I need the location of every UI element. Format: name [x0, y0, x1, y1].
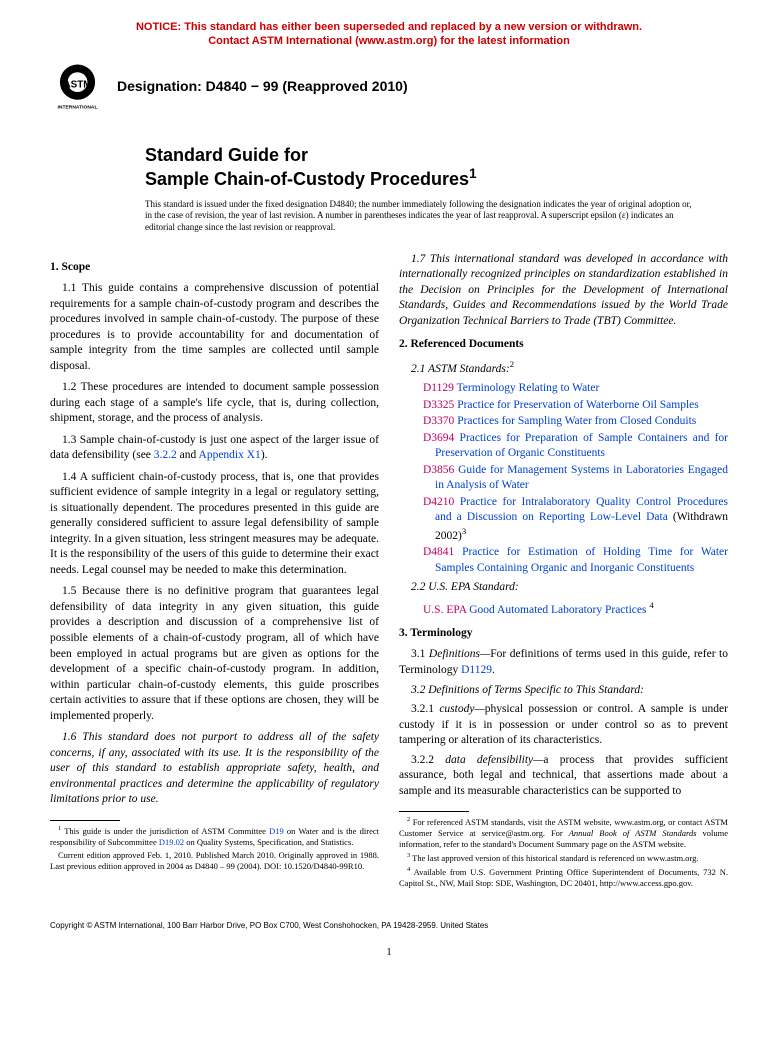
para-1-6: 1.6 This standard does not purport to ad…: [50, 730, 379, 808]
ref-code-d4210[interactable]: D4210: [423, 496, 454, 508]
link-appendix-x1[interactable]: Appendix X1: [199, 449, 261, 461]
footnote-rule-left: [50, 820, 120, 821]
section-head-terminology: 3. Terminology: [399, 626, 728, 642]
para-1-3: 1.3 Sample chain-of-custody is just one …: [50, 433, 379, 464]
ref-text-d3370[interactable]: Practices for Sampling Water from Closed…: [457, 415, 696, 427]
sub-2-1-label: 2.1 ASTM Standards:: [411, 363, 510, 375]
footnotes-right: 2 For referenced ASTM standards, visit t…: [399, 816, 728, 889]
para-1-3-and: and: [177, 449, 199, 461]
svg-text:INTERNATIONAL: INTERNATIONAL: [58, 104, 98, 110]
footnote-3-text: The last approved version of this histor…: [410, 853, 698, 863]
ref-d3370: D3370 Practices for Sampling Water from …: [411, 414, 728, 430]
ref-text-d3694[interactable]: Practices for Preparation of Sample Cont…: [435, 432, 728, 460]
sub-2-1-sup: 2: [510, 359, 514, 369]
column-right: 1.7 This international standard was deve…: [399, 252, 728, 891]
ref-code-d3370[interactable]: D3370: [423, 415, 454, 427]
footnote-1-text-a: This guide is under the jurisdiction of …: [61, 826, 269, 836]
ref-d3694: D3694 Practices for Preparation of Sampl…: [411, 431, 728, 462]
ref-sup-epa: 4: [649, 600, 653, 610]
para-3-2-1: 3.2.1 custody—physical possession or con…: [399, 702, 728, 749]
ref-d1129: D1129 Terminology Relating to Water: [411, 381, 728, 397]
ref-text-epa[interactable]: Good Automated Laboratory Practices: [469, 603, 646, 615]
ref-text-d4841[interactable]: Practice for Estimation of Holding Time …: [435, 546, 728, 574]
link-d1129[interactable]: D1129: [461, 664, 492, 676]
sub-2-2: 2.2 U.S. EPA Standard:: [399, 580, 728, 596]
link-3-2-2[interactable]: 3.2.2: [154, 449, 177, 461]
para-3-2-2-num: 3.2.2: [411, 754, 445, 766]
ref-d4841: D4841 Practice for Estimation of Holding…: [411, 545, 728, 576]
ref-sup-d4210: 3: [462, 526, 466, 536]
footnote-rule-right: [399, 811, 469, 812]
ref-d4210: D4210 Practice for Intralaboratory Quali…: [411, 495, 728, 544]
title-line-1: Standard Guide for: [145, 145, 308, 165]
para-3-2: 3.2 Definitions of Terms Specific to Thi…: [399, 683, 728, 699]
para-3-2-2-term: data defensibility—: [445, 754, 543, 766]
footnote-2: 2 For referenced ASTM standards, visit t…: [399, 816, 728, 850]
ref-epa: U.S. EPA Good Automated Laboratory Pract…: [411, 600, 728, 618]
ref-text-d1129[interactable]: Terminology Relating to Water: [457, 382, 600, 394]
para-3-2-1-num: 3.2.1: [411, 703, 439, 715]
ref-code-d3325[interactable]: D3325: [423, 399, 454, 411]
body-columns: 1. Scope 1.1 This guide contains a compr…: [50, 252, 728, 891]
para-1-7: 1.7 This international standard was deve…: [399, 252, 728, 330]
footnote-4-text: Available from U.S. Government Printing …: [399, 867, 728, 888]
para-3-2-2: 3.2.2 data defensibility—a process that …: [399, 753, 728, 800]
title-footnote-ref: 1: [469, 166, 477, 181]
link-subcommittee-d19-02[interactable]: D19.02: [159, 837, 184, 847]
notice-banner: NOTICE: This standard has either been su…: [50, 20, 728, 49]
designation-label: Designation:: [117, 78, 206, 94]
column-left: 1. Scope 1.1 This guide contains a compr…: [50, 252, 379, 891]
section-head-referenced-docs: 2. Referenced Documents: [399, 337, 728, 353]
ref-code-d3694[interactable]: D3694: [423, 432, 454, 444]
para-3-1: 3.1 Definitions—For definitions of terms…: [399, 647, 728, 678]
title-block: Standard Guide for Sample Chain-of-Custo…: [145, 144, 728, 191]
link-committee-d19[interactable]: D19: [269, 826, 284, 836]
copyright-line: Copyright © ASTM International, 100 Barr…: [50, 921, 728, 930]
ref-code-epa[interactable]: U.S. EPA: [423, 603, 466, 615]
ref-code-d4841[interactable]: D4841: [423, 546, 454, 558]
footnote-2-text-b: Annual Book of ASTM Standards: [569, 828, 697, 838]
para-1-5: 1.5 Because there is no definitive progr…: [50, 584, 379, 724]
ref-d3856: D3856 Guide for Management Systems in La…: [411, 463, 728, 494]
designation-code: D4840 − 99 (Reapproved 2010): [206, 78, 408, 94]
document-page: NOTICE: This standard has either been su…: [0, 0, 778, 978]
ref-code-d3856[interactable]: D3856: [423, 464, 454, 476]
ref-code-d1129[interactable]: D1129: [423, 382, 454, 394]
issuance-note: This standard is issued under the fixed …: [145, 199, 728, 234]
notice-line-1: NOTICE: This standard has either been su…: [136, 21, 642, 33]
ref-d3325: D3325 Practice for Preservation of Water…: [411, 398, 728, 414]
footnote-edition: Current edition approved Feb. 1, 2010. P…: [50, 850, 379, 872]
header-row: ASTM INTERNATIONAL Designation: D4840 − …: [50, 59, 728, 114]
page-number: 1: [50, 946, 728, 958]
para-1-2: 1.2 These procedures are intended to doc…: [50, 380, 379, 427]
astm-logo-icon: ASTM INTERNATIONAL: [50, 59, 105, 114]
footnotes-left: 1 This guide is under the jurisdiction o…: [50, 825, 379, 872]
footnote-1-text-c: on Quality Systems, Specification, and S…: [184, 837, 353, 847]
svg-text:ASTM: ASTM: [63, 79, 91, 90]
ref-text-d3856[interactable]: Guide for Management Systems in Laborato…: [435, 464, 728, 492]
sub-2-1: 2.1 ASTM Standards:2: [399, 359, 728, 377]
para-1-1: 1.1 This guide contains a comprehensive …: [50, 281, 379, 374]
para-1-4: 1.4 A sufficient chain-of-custody proces…: [50, 470, 379, 579]
notice-line-2: Contact ASTM International (www.astm.org…: [208, 35, 570, 47]
para-3-1-term: Definitions—: [429, 648, 490, 660]
designation: Designation: D4840 − 99 (Reapproved 2010…: [117, 78, 408, 94]
para-3-1-period: .: [492, 664, 495, 676]
para-3-2-1-term: custody—: [439, 703, 484, 715]
title-line-2: Sample Chain-of-Custody Procedures: [145, 169, 469, 189]
footnote-3: 3 The last approved version of this hist…: [399, 852, 728, 864]
footnote-1: 1 This guide is under the jurisdiction o…: [50, 825, 379, 848]
ref-text-d3325[interactable]: Practice for Preservation of Waterborne …: [457, 399, 699, 411]
document-title: Standard Guide for Sample Chain-of-Custo…: [145, 144, 728, 191]
para-3-1-num: 3.1: [411, 648, 429, 660]
footnote-4: 4 Available from U.S. Government Printin…: [399, 866, 728, 889]
para-1-3-text-b: ).: [261, 449, 268, 461]
section-head-scope: 1. Scope: [50, 260, 379, 276]
